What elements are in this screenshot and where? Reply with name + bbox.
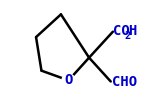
Text: H: H [128,24,136,38]
Circle shape [62,74,75,87]
Text: 2: 2 [125,31,131,41]
Text: CO: CO [113,24,130,38]
Text: O: O [64,73,73,87]
Text: CHO: CHO [112,75,137,89]
